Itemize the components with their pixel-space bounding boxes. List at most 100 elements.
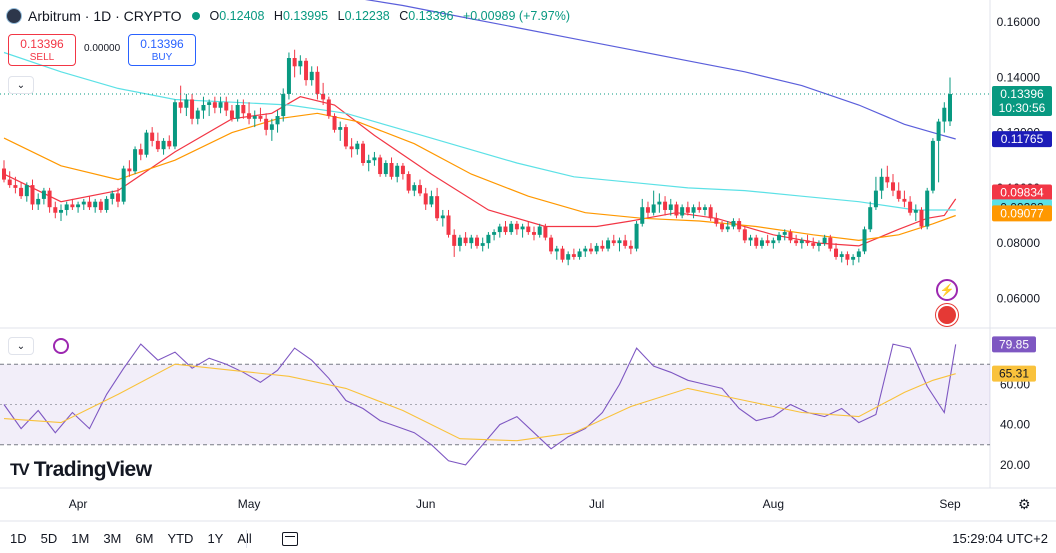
timeframe-1y[interactable]: 1Y (207, 531, 224, 546)
time-tick-label: Apr (69, 497, 88, 511)
candle-body (155, 140, 160, 150)
candle-body (355, 143, 360, 150)
candle (782, 229, 787, 241)
rsi-value-tag-box (992, 336, 1036, 353)
calendar-icon[interactable] (281, 531, 298, 546)
candle (828, 234, 833, 252)
candle (212, 96, 217, 114)
candle (594, 243, 599, 255)
candle-body (47, 190, 52, 208)
tradingview-logo: TV TradingView (10, 458, 152, 482)
candle-body (298, 60, 303, 67)
collapse-indicators-button[interactable]: ⌄ (8, 76, 34, 94)
time-tick-label: Sep (939, 497, 961, 511)
candle (292, 49, 297, 78)
candle-body (771, 240, 776, 244)
candle-body (64, 204, 69, 210)
candle-body (423, 193, 428, 205)
candle (304, 58, 309, 86)
candle-body (144, 132, 149, 155)
lightning-icon[interactable]: ⚡ (936, 279, 958, 301)
candle (161, 138, 166, 155)
rsi-tick-label: 40.00 (1000, 418, 1030, 432)
timeframe-6m[interactable]: 6M (135, 531, 154, 546)
candle-body (588, 248, 593, 252)
timeframe-all[interactable]: All (237, 531, 252, 546)
price-tick-label: 0.06000 (997, 291, 1041, 305)
candle (53, 201, 58, 219)
candle-body (235, 104, 240, 119)
candle-body (93, 201, 98, 208)
buy-button[interactable]: 0.13396 BUY (128, 34, 196, 66)
candle-body (799, 240, 804, 244)
candle-body (919, 209, 924, 227)
candle (81, 198, 86, 210)
rsi-refresh-icon[interactable] (53, 338, 69, 354)
candle (338, 121, 343, 141)
candle-body (720, 223, 725, 230)
candle (315, 66, 320, 100)
candle (811, 237, 816, 249)
candle (446, 209, 451, 238)
candle-body (36, 198, 41, 205)
candle-body (868, 207, 873, 230)
candle (435, 187, 440, 222)
candle-body (879, 176, 884, 191)
symbol-title[interactable]: Arbitrum · 1D · CRYPTO (28, 8, 182, 24)
candle-body (663, 201, 668, 210)
candle-body (400, 165, 405, 175)
candle-body (76, 204, 81, 208)
candle-body (241, 104, 246, 114)
timeframe-3m[interactable]: 3M (103, 531, 122, 546)
candle (281, 88, 286, 122)
price-tag-box (992, 131, 1052, 148)
candle-body (264, 118, 269, 130)
candle-body (549, 237, 554, 252)
candle (697, 201, 702, 213)
candle (275, 110, 280, 133)
candle (184, 93, 189, 117)
price-tag-label: 0.11765 (1001, 132, 1044, 146)
candle-body (275, 116, 280, 125)
candle (423, 187, 428, 210)
candle-body (383, 163, 388, 175)
gear-icon[interactable]: ⚙ (1018, 496, 1031, 512)
candle-body (412, 185, 417, 191)
candle (702, 204, 707, 216)
timeframe-1d[interactable]: 1D (10, 531, 27, 546)
candle (309, 66, 314, 86)
sell-button[interactable]: 0.13396 SELL (8, 34, 76, 66)
timeframe-ytd[interactable]: YTD (167, 531, 194, 546)
candle (218, 96, 223, 114)
timeframe-5d[interactable]: 5D (40, 531, 58, 546)
candle (36, 193, 41, 210)
candle (76, 201, 81, 213)
collapse-rsi-button[interactable]: ⌄ (8, 337, 34, 355)
price-tag: 0.11765 (992, 131, 1052, 148)
us-flag-icon[interactable] (936, 304, 958, 326)
candle (13, 176, 18, 194)
buy-label: BUY (151, 52, 173, 63)
candle-body (281, 93, 286, 117)
candle (503, 221, 508, 235)
candle-body (640, 207, 645, 224)
candle-body (503, 226, 508, 233)
candle-body (509, 223, 514, 233)
candle-body (269, 124, 274, 130)
candle (634, 221, 639, 252)
candle-body (286, 58, 291, 94)
candle (172, 99, 177, 150)
candle-body (304, 60, 309, 81)
candle (531, 226, 536, 241)
candle (167, 135, 172, 150)
candle (891, 174, 896, 197)
candle-body (184, 99, 189, 108)
candle-body (526, 226, 531, 233)
candle (463, 232, 468, 246)
candle (475, 234, 479, 249)
timeframe-1m[interactable]: 1M (71, 531, 90, 546)
clock-readout[interactable]: 15:29:04 UTC+2 (952, 531, 1048, 546)
candle (229, 104, 234, 122)
candle-body (138, 149, 143, 155)
